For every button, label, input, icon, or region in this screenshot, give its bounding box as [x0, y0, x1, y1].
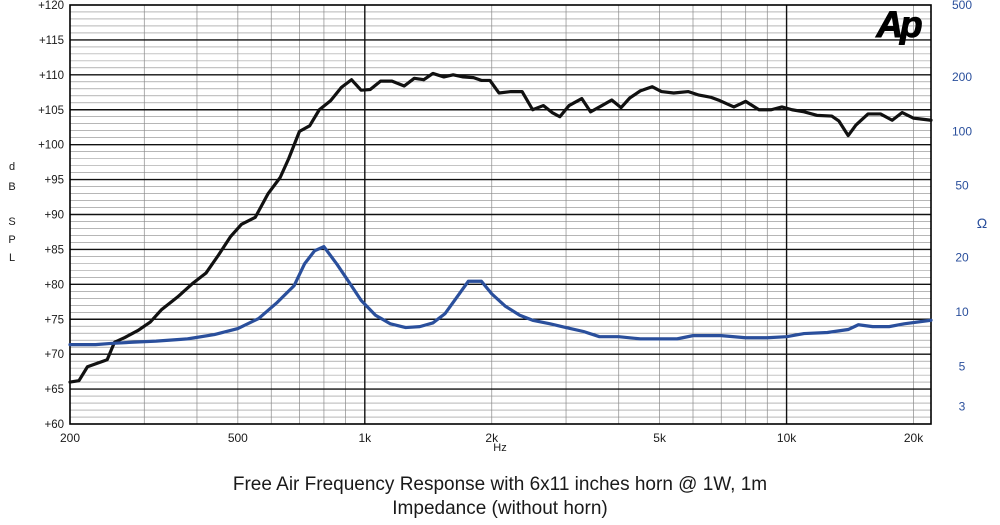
right-y-tick-label: 3 — [959, 399, 966, 413]
x-tick-label: 2k — [485, 431, 499, 445]
left-y-tick-label: +100 — [38, 140, 64, 152]
left-y-axis-label: dB SPL — [8, 161, 15, 264]
x-tick-label: 10k — [777, 431, 797, 445]
right-y-axis-label: Ω — [977, 215, 987, 231]
frequency-response-chart: 200 500 1k 2k 5k 10k 20k +120+115+110+105+100+… — [8, 0, 987, 454]
left-y-tick-label: +120 — [38, 0, 64, 12]
left-y-tick-labels: +120 +115 +110 +105 +100 +95 +90 +85 +80 +75 +70 +6… — [38, 0, 64, 431]
right-y-tick-label: 20 — [955, 251, 969, 265]
x-tick-label: 5k — [653, 431, 667, 445]
right-y-tick-label: 100 — [952, 124, 972, 138]
plot-frame — [69, 4, 932, 425]
right-y-tick-label: 500 — [952, 0, 972, 12]
chart-subtitle: Impedance (without horn) — [392, 498, 608, 519]
x-tick-labels: 200 500 1k 2k 5k 10k 20k — [60, 431, 924, 445]
spl-response-line — [68, 71, 933, 384]
left-y-tick-label: +70 — [44, 349, 64, 361]
left-y-label-letter: B — [8, 181, 15, 193]
left-y-tick-label: +80 — [44, 279, 64, 291]
x-tick-label: 500 — [228, 431, 248, 445]
left-y-tick-label: +110 — [39, 70, 64, 82]
right-y-tick-label: 5 — [959, 359, 966, 373]
left-y-tick-label: +115 — [39, 35, 64, 47]
left-y-label-letter: L — [9, 252, 15, 264]
left-y-tick-label: +85 — [44, 244, 64, 256]
left-y-label-letter: S — [8, 216, 15, 228]
left-y-label-letter: d — [9, 161, 15, 173]
x-axis-label: Hz — [493, 442, 506, 454]
impedance-line — [68, 245, 933, 347]
ap-logo-icon: Ap — [875, 4, 922, 45]
left-y-tick-label: +60 — [44, 419, 64, 431]
series-layer — [68, 71, 933, 384]
left-y-tick-label: +75 — [44, 314, 64, 326]
right-y-tick-label: 200 — [952, 70, 972, 84]
left-y-tick-label: +65 — [44, 384, 64, 396]
right-y-tick-label: 10 — [955, 305, 969, 319]
left-y-label-letter: P — [8, 234, 15, 246]
right-y-tick-labels: 500 200 100 50 20 10 5 3 — [952, 0, 972, 413]
x-tick-label: 1k — [358, 431, 372, 445]
x-tick-label: 20k — [904, 431, 924, 445]
x-tick-label: 200 — [60, 431, 80, 445]
left-y-tick-label: +105 — [38, 105, 64, 117]
left-y-tick-label: +90 — [44, 210, 64, 222]
grid-major — [70, 5, 931, 424]
left-y-tick-label: +95 — [44, 175, 64, 187]
chart-title: Free Air Frequency Response with 6x11 in… — [232, 474, 768, 495]
right-y-tick-label: 50 — [955, 179, 969, 193]
